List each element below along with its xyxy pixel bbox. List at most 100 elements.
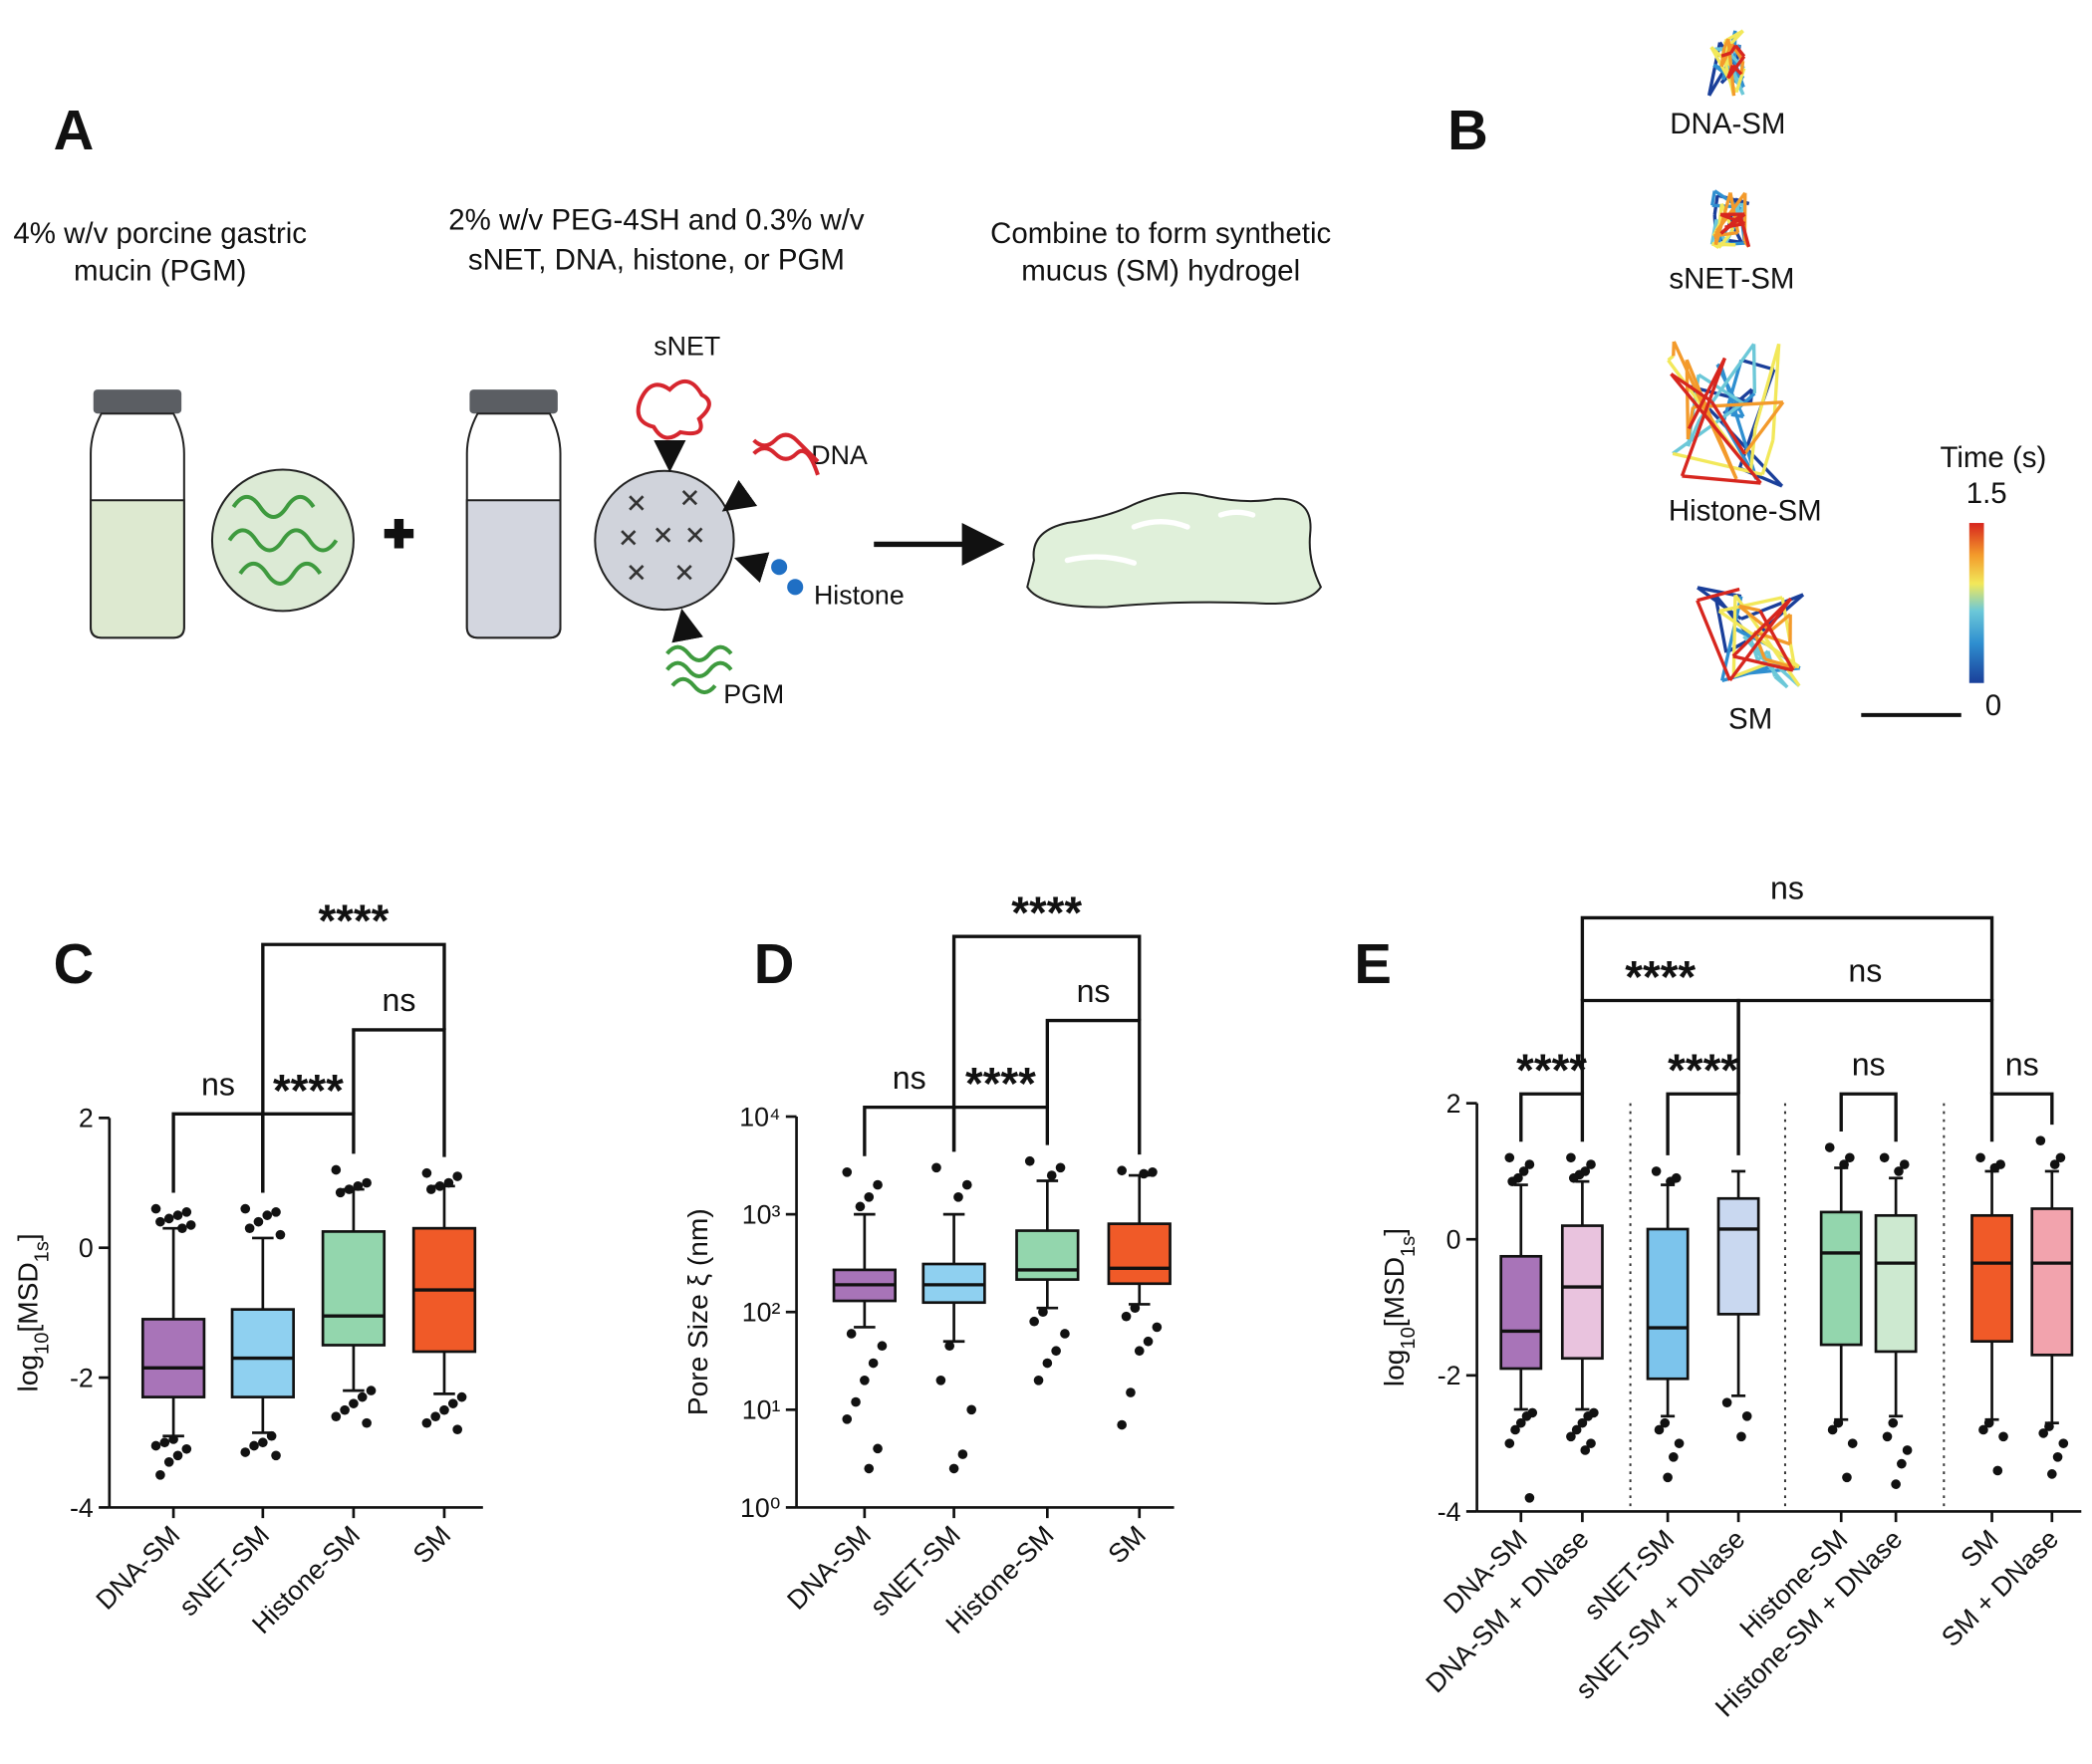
- panel-b: B DNA-SM sNET-SM Histone-SM SM Time (s) …: [1447, 29, 2046, 735]
- outlier: [1504, 1438, 1515, 1448]
- y-tick-label: 2: [79, 1104, 94, 1134]
- y-tick-label: 10⁴: [739, 1102, 780, 1132]
- panel-label: E: [1354, 932, 1392, 995]
- outlier: [2044, 1421, 2054, 1431]
- outlier: [240, 1447, 251, 1457]
- peg-circle: [594, 469, 735, 612]
- outlier: [1510, 1424, 1520, 1435]
- outlier: [1139, 1168, 1149, 1179]
- trajectory-segment: [1710, 190, 1716, 206]
- outlier: [1882, 1431, 1893, 1442]
- outlier: [1998, 1431, 2008, 1442]
- significance-bracket: [1989, 1092, 2054, 1142]
- trajectory-segment: [1680, 357, 1726, 477]
- significance-label: ns: [382, 982, 415, 1018]
- outlier: [1879, 1152, 1890, 1163]
- outlier: [864, 1192, 875, 1202]
- trajectory-segment: [1713, 230, 1718, 245]
- outlier: [2047, 1469, 2057, 1479]
- outlier: [434, 1180, 445, 1191]
- trajectory-segment: [1753, 343, 1781, 429]
- significance-bracket: [1666, 1092, 1740, 1155]
- outlier: [344, 1184, 355, 1194]
- outlier: [1566, 1152, 1576, 1163]
- trajectory-segment: [1748, 427, 1757, 473]
- significance-bracket: [1839, 1092, 1898, 1142]
- trajectory-segment: [1726, 55, 1746, 80]
- y-label-part: 1s: [1398, 1236, 1420, 1257]
- outlier: [1024, 1155, 1035, 1166]
- outlier: [163, 1213, 174, 1224]
- outlier: [362, 1417, 372, 1428]
- significance-label: ns: [1848, 953, 1882, 989]
- trajectory-segment: [1733, 627, 1751, 639]
- trajectory-segment: [1731, 597, 1792, 658]
- outlier: [873, 1443, 883, 1454]
- arrows: [654, 439, 770, 643]
- outlier: [1827, 1424, 1838, 1435]
- trajectory-segment: [1698, 373, 1744, 405]
- significance-label: ns: [1852, 1046, 1886, 1082]
- step-text: mucin (PGM): [74, 254, 246, 287]
- outlier: [1566, 1431, 1576, 1442]
- outlier: [271, 1450, 281, 1461]
- component-label: Histone: [814, 581, 905, 611]
- step-text: mucus (SM) hydrogel: [1021, 254, 1300, 287]
- trajectory-segment: [1720, 51, 1732, 58]
- trajectory-segment: [1721, 29, 1744, 54]
- outlier: [150, 1203, 161, 1214]
- box: [140, 1318, 206, 1398]
- outlier: [335, 1187, 346, 1198]
- outlier: [1847, 1438, 1858, 1448]
- outlier: [855, 1201, 866, 1212]
- y-tick-label: 10³: [742, 1199, 781, 1229]
- trajectory-segment: [1769, 613, 1792, 632]
- trajectory-segment: [1670, 373, 1762, 485]
- outlier: [2052, 1451, 2063, 1462]
- box: [2030, 1207, 2074, 1357]
- component-label: DNA: [811, 440, 868, 470]
- trajectory-segment: [1737, 605, 1772, 632]
- outlier: [1983, 1417, 1994, 1428]
- trajectory-segment: [1739, 60, 1745, 75]
- significance-label: ****: [318, 895, 389, 946]
- outlier: [1663, 1472, 1673, 1483]
- step-text: Combine to form synthetic: [990, 217, 1331, 250]
- outlier: [877, 1341, 888, 1352]
- outlier: [150, 1440, 161, 1451]
- outlier: [1897, 1458, 1907, 1469]
- outlier: [240, 1203, 251, 1214]
- trajectory-segment: [1714, 191, 1747, 233]
- outlier: [957, 1449, 968, 1459]
- y-tick-label: 10²: [742, 1298, 781, 1328]
- outlier: [1580, 1445, 1591, 1455]
- trajectory-segment: [1760, 439, 1775, 475]
- outlier: [1524, 1492, 1535, 1503]
- trajectory-segment: [1758, 610, 1795, 671]
- hydrogel: [1026, 491, 1323, 609]
- charts: C-4-202log10[MSD1s]DNA-SMsNET-SMHistone-…: [13, 871, 2082, 1722]
- outlier: [353, 1180, 364, 1191]
- outlier: [275, 1229, 286, 1240]
- outlier: [966, 1404, 977, 1415]
- outlier: [935, 1375, 946, 1386]
- y-tick-label: 2: [1446, 1089, 1461, 1119]
- outlier: [948, 1463, 959, 1474]
- outlier: [253, 1216, 264, 1227]
- box: [1646, 1227, 1690, 1381]
- colorbar-title: Time (s): [1940, 441, 2046, 474]
- outlier: [155, 1470, 165, 1480]
- mucin-circle: [210, 468, 355, 613]
- y-tick-label: 10⁰: [740, 1493, 781, 1523]
- outlier: [1741, 1410, 1752, 1421]
- outlier: [1824, 1142, 1835, 1152]
- x-tick-label: SM: [1955, 1524, 2004, 1574]
- trajectory-segment: [1713, 192, 1732, 246]
- trajectory-segment: [1685, 360, 1691, 440]
- component-label: PGM: [723, 679, 784, 709]
- outlier: [1666, 1176, 1676, 1186]
- outlier: [842, 1166, 853, 1177]
- trajectory-segment: [1729, 44, 1737, 54]
- trajectory-segment: [1742, 400, 1785, 455]
- significance-label: ns: [893, 1060, 926, 1096]
